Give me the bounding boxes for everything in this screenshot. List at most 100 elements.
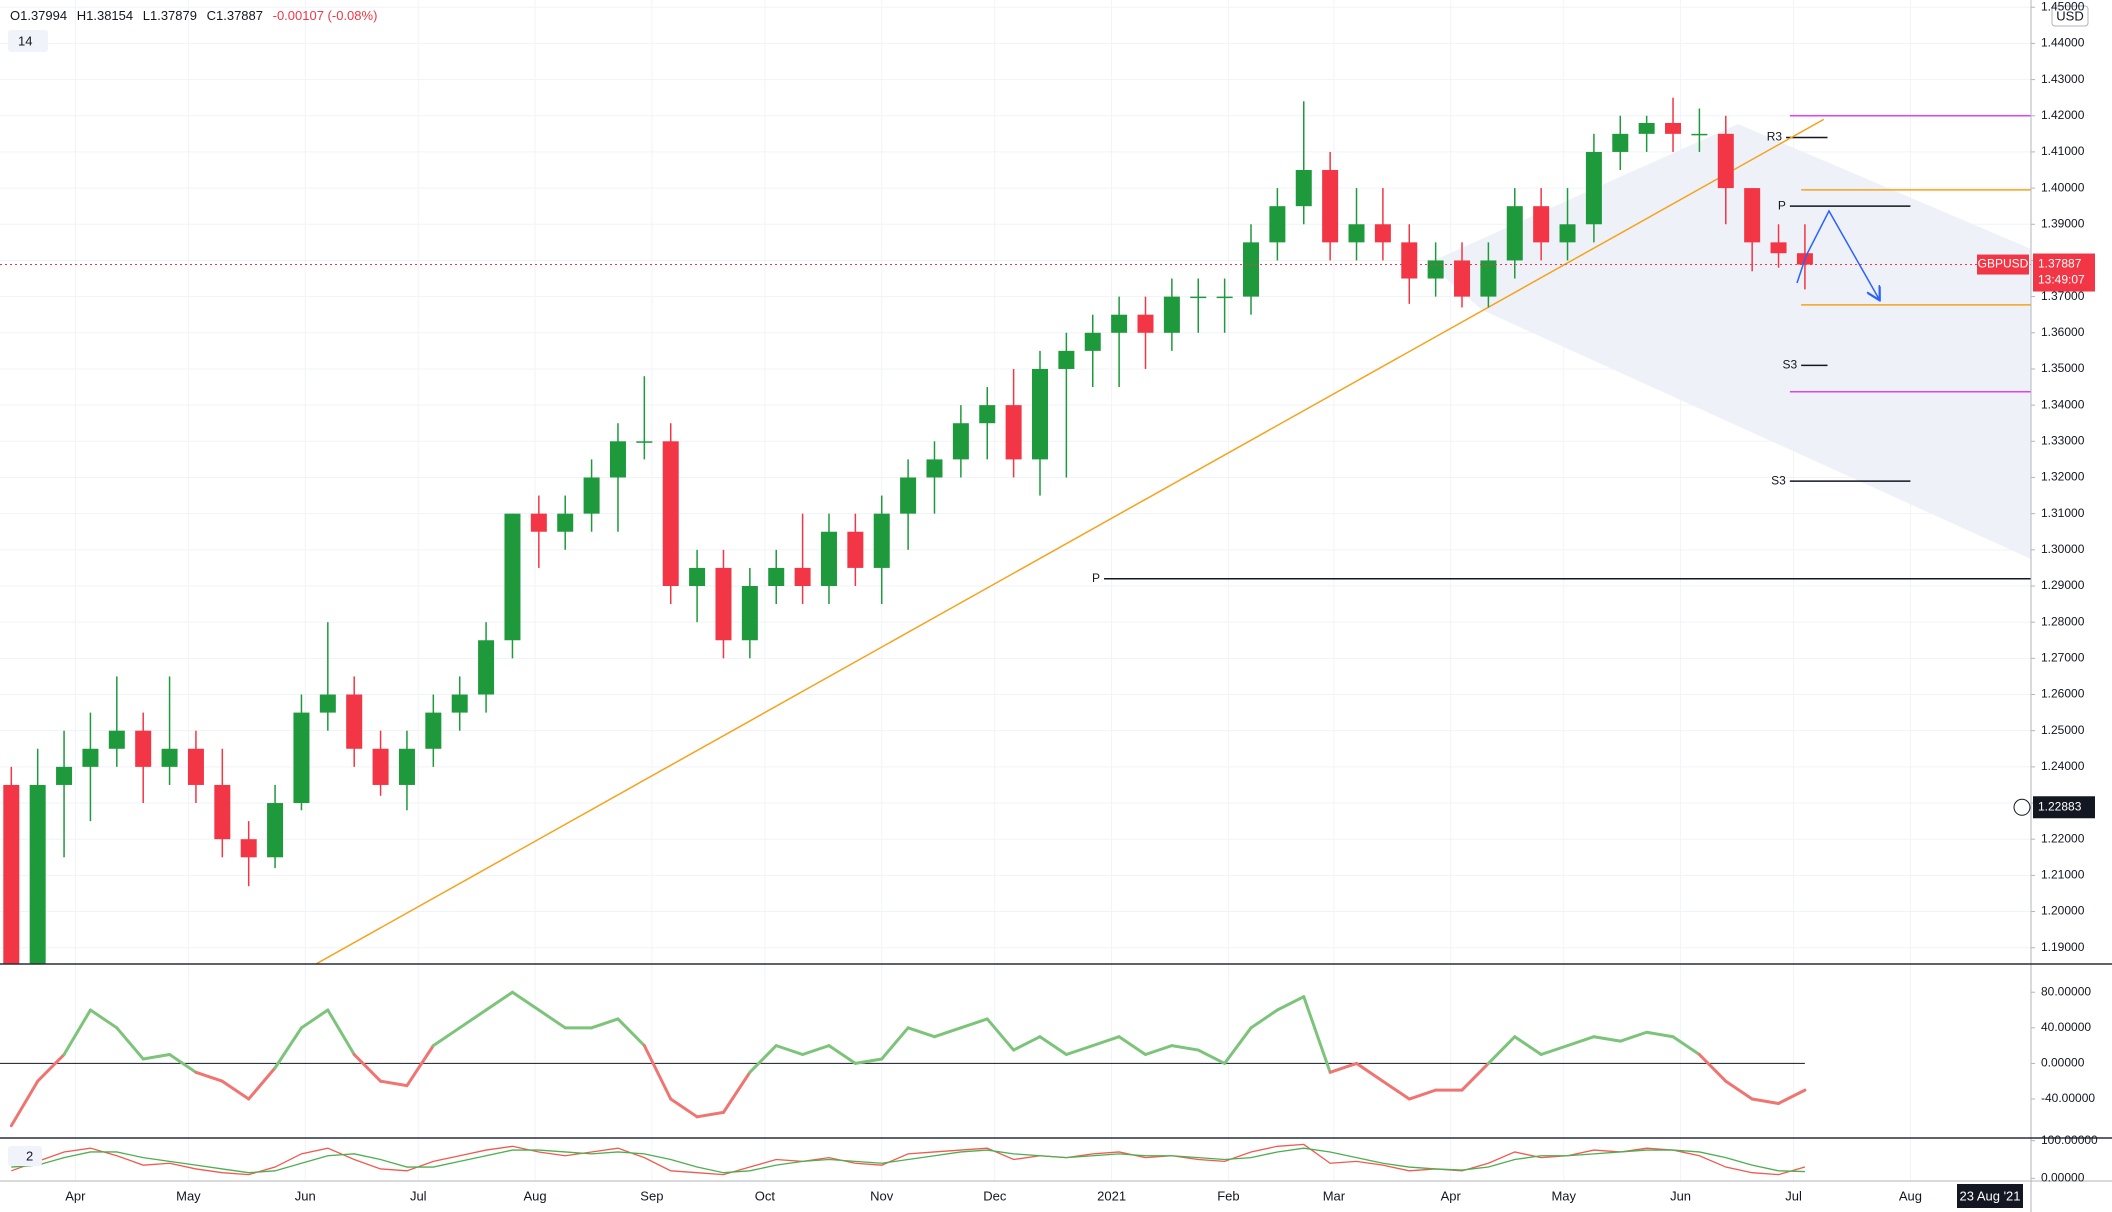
- oscillator-segment: [1117, 1035, 1147, 1057]
- price-pane: R3 P S3 S3 P: [0, 97, 2031, 964]
- candle-body: [161, 748, 178, 767]
- x-tick-label: Jun: [1670, 1188, 1691, 1203]
- oscillator-segment: [1012, 1035, 1042, 1052]
- oscillator-segment: [642, 1044, 673, 1101]
- candle-body: [1084, 332, 1101, 351]
- oscillator-segment: [932, 1026, 963, 1039]
- candle-body: [1638, 122, 1655, 134]
- crosshair-date: 23 Aug '21: [1959, 1188, 2020, 1203]
- candle-body: [1770, 242, 1787, 254]
- candle-body: [108, 730, 125, 749]
- y-tick-label: 1.22000: [2041, 831, 2085, 845]
- oscillator-segment: [827, 1044, 857, 1065]
- oscillator-segment: [1539, 1044, 1570, 1057]
- x-tick-label: Aug: [1899, 1188, 1922, 1203]
- oscillator-segment: [1381, 1079, 1411, 1101]
- candle-body: [741, 585, 758, 641]
- oscillator-segment: [1592, 1035, 1622, 1043]
- y-tick-label: 1.40000: [2041, 180, 2085, 194]
- indicator-box[interactable]: [8, 30, 48, 52]
- y-tick-label: 40.00000: [2041, 1020, 2091, 1034]
- y-tick-label: 1.24000: [2041, 759, 2085, 773]
- oscillator-segment: [458, 1008, 488, 1030]
- y-tick-label: 1.32000: [2041, 470, 2085, 484]
- oscillator-segment: [774, 1044, 805, 1057]
- y-tick-label: 1.33000: [2041, 433, 2085, 447]
- pivot-label: S3: [1782, 358, 1797, 372]
- oscillator-segment: [1407, 1088, 1438, 1101]
- oscillator-segment: [880, 1026, 910, 1061]
- candle-body: [1454, 260, 1471, 297]
- oscillator-segment: [906, 1026, 936, 1039]
- candle-body: [1506, 206, 1523, 261]
- oscillator-segment: [1486, 1035, 1517, 1065]
- oscillator-segment: [721, 1070, 752, 1114]
- oscillator-segment: [510, 990, 541, 1012]
- oscillator-segment: [1566, 1035, 1596, 1048]
- projection-arrow: [1796, 209, 1879, 299]
- oscillator-segment: [299, 1008, 330, 1030]
- x-tick-label: Apr: [1441, 1188, 1462, 1203]
- oscillator-segment: [1196, 1048, 1227, 1065]
- oscillator-segment: [695, 1110, 725, 1119]
- y-tick-label: 1.39000: [2041, 216, 2085, 230]
- candle-body: [1533, 206, 1550, 243]
- y-tick-label: 1.20000: [2041, 904, 2085, 918]
- candle-body: [372, 748, 389, 785]
- indicator-toggle[interactable]: [8, 1146, 42, 1166]
- oscillator-segment: [1249, 1008, 1279, 1030]
- currency[interactable]: USD: [2056, 8, 2083, 23]
- stochastic-line: [11, 1147, 1805, 1174]
- candle-body: [1190, 296, 1207, 299]
- oscillator-segment: [748, 1044, 778, 1074]
- y-tick-label: 0.00000: [2041, 1056, 2085, 1070]
- x-tick-label: Feb: [1217, 1188, 1239, 1203]
- candle-body: [425, 712, 442, 749]
- candle-body: [1612, 133, 1629, 152]
- oscillator-segment: [1302, 995, 1332, 1074]
- ohlc-legend: O1.37994 H1.38154 L1.37879 C1.37887 -0.0…: [10, 8, 383, 23]
- currency-box[interactable]: [2051, 5, 2089, 27]
- x-tick-label: Apr: [65, 1188, 86, 1203]
- oscillator-segment: [1038, 1035, 1068, 1057]
- y-tick-label: 1.37000: [2041, 289, 2085, 303]
- oscillator-segment: [273, 1026, 303, 1070]
- candle-body: [952, 423, 969, 460]
- y-tick-label: 1.31000: [2041, 506, 2085, 520]
- x-tick-label: Dec: [983, 1188, 1007, 1203]
- candle-body: [1322, 170, 1339, 243]
- oscillator-segment: [669, 1097, 699, 1119]
- y-tick-label: 1.44000: [2041, 36, 2085, 50]
- oscillator-segment: [801, 1044, 831, 1057]
- x-tick-label: Nov: [870, 1188, 894, 1203]
- x-tick-label: Jul: [1785, 1188, 1802, 1203]
- oscillator-segment: [194, 1070, 224, 1083]
- y-tick-label: 1.42000: [2041, 108, 2085, 122]
- candle-body: [530, 513, 547, 532]
- oscillator-segment: [9, 1079, 40, 1128]
- oscillator-segment: [141, 1053, 172, 1061]
- oscillator-segment: [1170, 1044, 1200, 1052]
- y-tick-label: 1.19000: [2041, 940, 2085, 954]
- y-tick-label: 1.21000: [2041, 868, 2085, 882]
- indicator-count: 2: [26, 1148, 33, 1163]
- pivot-label: P: [1092, 571, 1100, 585]
- x-tick-label: Sep: [640, 1188, 663, 1203]
- candle-body: [398, 748, 415, 785]
- candle-body: [1005, 405, 1022, 460]
- candle-body: [1031, 368, 1048, 460]
- candle-body: [1401, 242, 1418, 279]
- oscillator-segment: [484, 990, 514, 1012]
- candle-body: [689, 567, 706, 586]
- candle-body: [504, 513, 521, 641]
- y-tick-label: 1.34000: [2041, 397, 2085, 411]
- oscillator-segment: [88, 1008, 119, 1030]
- last-price: 1.37887: [2038, 257, 2082, 271]
- oscillator-segment: [1460, 1061, 1490, 1092]
- x-tick-label: 2021: [1097, 1188, 1126, 1203]
- crosshair-price: 1.22883: [2038, 799, 2082, 813]
- x-tick-label: May: [1551, 1188, 1576, 1203]
- symbol: GBPUSD: [1978, 257, 2029, 271]
- channel-shading: [1428, 124, 2031, 559]
